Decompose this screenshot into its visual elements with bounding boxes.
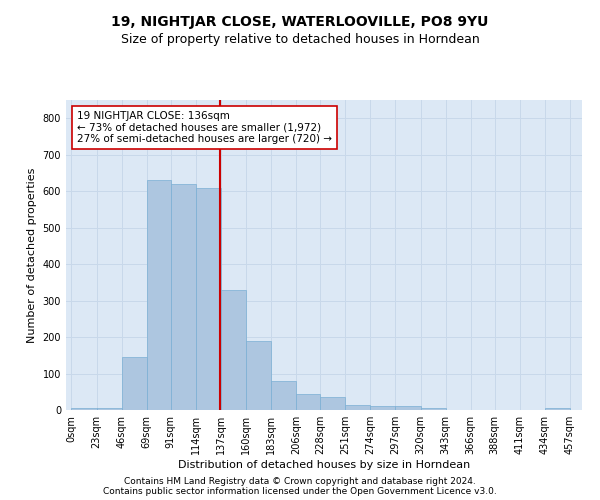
Bar — [122, 357, 147, 410]
Bar — [71, 408, 97, 410]
Bar — [545, 408, 570, 410]
Text: Contains HM Land Registry data © Crown copyright and database right 2024.: Contains HM Land Registry data © Crown c… — [124, 478, 476, 486]
Bar — [221, 290, 246, 410]
Bar — [246, 340, 271, 410]
X-axis label: Distribution of detached houses by size in Horndean: Distribution of detached houses by size … — [178, 460, 470, 470]
Bar — [196, 188, 221, 410]
Bar — [320, 397, 345, 410]
Bar — [97, 408, 122, 410]
Bar — [370, 406, 395, 410]
Text: 19 NIGHTJAR CLOSE: 136sqm
← 73% of detached houses are smaller (1,972)
27% of se: 19 NIGHTJAR CLOSE: 136sqm ← 73% of detac… — [77, 111, 332, 144]
Bar — [421, 408, 446, 410]
Bar — [395, 406, 421, 410]
Bar — [147, 180, 171, 410]
Text: 19, NIGHTJAR CLOSE, WATERLOOVILLE, PO8 9YU: 19, NIGHTJAR CLOSE, WATERLOOVILLE, PO8 9… — [112, 15, 488, 29]
Y-axis label: Number of detached properties: Number of detached properties — [27, 168, 37, 342]
Bar — [171, 184, 196, 410]
Text: Contains public sector information licensed under the Open Government Licence v3: Contains public sector information licen… — [103, 488, 497, 496]
Bar — [345, 404, 370, 410]
Text: Size of property relative to detached houses in Horndean: Size of property relative to detached ho… — [121, 32, 479, 46]
Bar — [296, 394, 320, 410]
Bar — [271, 381, 296, 410]
